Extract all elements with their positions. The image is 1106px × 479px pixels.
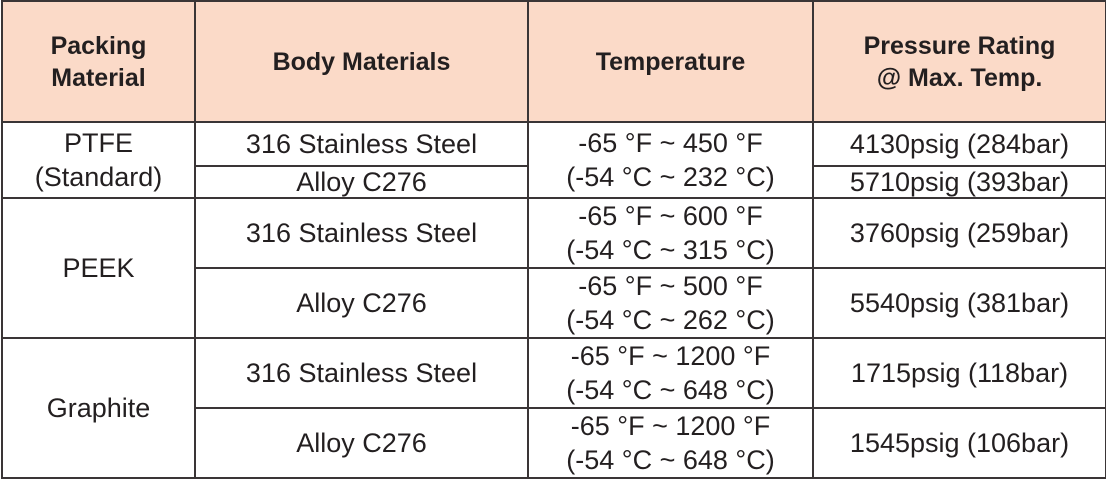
packing-cell-peek: PEEK: [1, 197, 196, 339]
pressure-rating-cell: 5710psig (393bar): [812, 165, 1106, 199]
header-pressure-rating: Pressure Rating @ Max. Temp.: [812, 0, 1106, 123]
header-temperature: Temperature: [527, 0, 814, 123]
packing-note: (Standard): [34, 162, 163, 192]
table-row: PEEK 316 Stainless Steel -65 °F ~ 600 °F…: [1, 197, 1106, 339]
temperature-c: (-54 °C ~ 315 °C): [566, 235, 775, 265]
temperature-c: (-54 °C ~ 262 °C): [566, 305, 775, 335]
pressure-rating-cell: 1545psig (106bar): [812, 407, 1106, 479]
packing-cell-ptfe: PTFE (Standard): [1, 121, 196, 199]
pressure-rating-cell: 3760psig (259bar): [812, 197, 1106, 269]
temperature-f: -65 °F ~ 1200 °F: [570, 341, 771, 371]
temperature-c: (-54 °C ~ 232 °C): [566, 162, 775, 192]
temperature-cell: -65 °F ~ 600 °F (-54 °C ~ 315 °C): [527, 197, 814, 269]
temperature-f: -65 °F ~ 500 °F: [578, 271, 763, 301]
pressure-rating-cell: 4130psig (284bar): [812, 121, 1106, 167]
temperature-c: (-54 °C ~ 648 °C): [566, 375, 775, 405]
body-material-cell: Alloy C276: [194, 267, 529, 339]
header-body-label: Body Materials: [272, 47, 451, 76]
packing-name: PTFE: [63, 128, 133, 158]
table-row: PTFE (Standard) 316 Stainless Steel -65 …: [1, 121, 1106, 199]
body-material-cell: 316 Stainless Steel: [194, 121, 529, 167]
header-row: Packing Material Body Materials Temperat…: [1, 0, 1106, 123]
pressure-rating-cell: 1715psig (118bar): [812, 337, 1106, 409]
table-row: Alloy C276 -65 °F ~ 500 °F (-54 °C ~ 262…: [2, 267, 1106, 339]
packing-name: PEEK: [62, 253, 135, 283]
table-row: Graphite 316 Stainless Steel -65 °F ~ 12…: [1, 337, 1106, 479]
header-body-materials: Body Materials: [194, 0, 529, 123]
body-material-cell: 316 Stainless Steel: [194, 337, 529, 409]
header-temperature-label: Temperature: [595, 47, 746, 76]
packing-name: Graphite: [46, 393, 151, 423]
body-material-cell: Alloy C276: [194, 165, 529, 199]
header-packing-material: Packing Material: [1, 0, 196, 123]
packing-cell-graphite: Graphite: [1, 337, 196, 479]
temperature-c: (-54 °C ~ 648 °C): [566, 445, 775, 475]
temperature-f: -65 °F ~ 600 °F: [578, 201, 763, 231]
temperature-cell: -65 °F ~ 1200 °F (-54 °C ~ 648 °C): [527, 407, 814, 479]
temperature-cell: -65 °F ~ 500 °F (-54 °C ~ 262 °C): [527, 267, 814, 339]
header-pressure-line2: @ Max. Temp.: [876, 63, 1043, 92]
table-row: Alloy C276 -65 °F ~ 1200 °F (-54 °C ~ 64…: [2, 407, 1106, 479]
temperature-cell: -65 °F ~ 1200 °F (-54 °C ~ 648 °C): [527, 337, 814, 409]
table-row: Alloy C276 5710psig (393bar): [2, 165, 1106, 199]
body-material-cell: Alloy C276: [194, 407, 529, 479]
pressure-rating-cell: 5540psig (381bar): [812, 267, 1106, 339]
header-packing-line2: Material: [51, 63, 146, 92]
temperature-f: -65 °F ~ 450 °F: [578, 128, 763, 158]
temperature-f: -65 °F ~ 1200 °F: [570, 411, 771, 441]
header-pressure-line1: Pressure Rating: [863, 31, 1056, 60]
temperature-cell: -65 °F ~ 450 °F (-54 °C ~ 232 °C): [527, 121, 814, 199]
header-packing-line1: Packing: [50, 31, 147, 60]
body-material-cell: 316 Stainless Steel: [194, 197, 529, 269]
